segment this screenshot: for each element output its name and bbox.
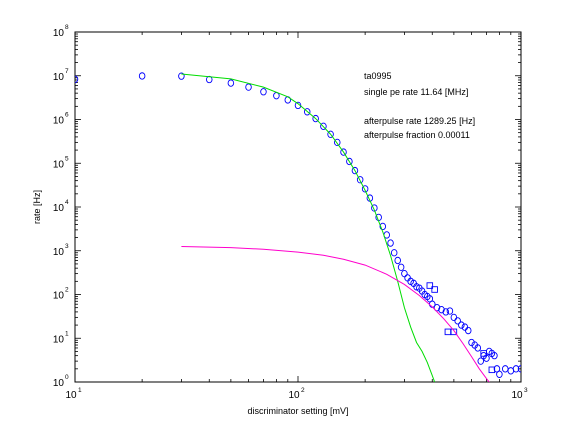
data-point-circle — [75, 75, 79, 83]
y-tick-exponent: 8 — [65, 24, 69, 31]
data-point-circle — [458, 321, 465, 329]
y-tick-exponent: 5 — [65, 155, 69, 162]
data-point-square — [431, 286, 438, 293]
y-tick-label: 10 — [53, 378, 65, 389]
y-tick-exponent: 1 — [65, 330, 69, 337]
annotation-single-pe-rate: single pe rate 11.64 [MHz] — [364, 87, 468, 97]
data-point-circle — [320, 122, 327, 130]
data-point-circle — [138, 72, 146, 80]
annotation-run-id: ta0995 — [364, 71, 392, 81]
fit-curve-line — [181, 246, 490, 382]
data-point-circle — [303, 108, 311, 116]
data-point-circle — [387, 239, 394, 247]
annotation-afterpulse-fraction: afterpulse fraction 0.00011 — [364, 130, 470, 140]
data-point-circle — [397, 263, 405, 271]
y-tick-label: 10 — [53, 334, 65, 345]
y-tick-exponent: 0 — [65, 374, 69, 381]
data-point-circle — [464, 326, 472, 335]
annotation-afterpulse-rate: afterpulse rate 1289.25 [Hz] — [364, 116, 475, 126]
data-point-circle — [477, 357, 485, 365]
data-point-circle — [512, 365, 520, 373]
y-tick-exponent: 7 — [65, 68, 69, 75]
y-tick-label: 10 — [53, 247, 65, 258]
data-point-circle — [433, 304, 441, 312]
data-point-square — [450, 328, 458, 336]
data-point-circle — [260, 88, 267, 96]
data-point-circle — [446, 307, 454, 315]
y-tick-label: 10 — [53, 159, 65, 170]
y-axis-label: rate [Hz] — [32, 190, 42, 224]
data-point-circle — [401, 269, 408, 278]
data-point-circle — [390, 249, 398, 257]
x-tick-label: 10 — [288, 390, 300, 401]
data-point-circle — [496, 370, 503, 378]
data-point-circle — [245, 83, 252, 91]
data-point-circle — [379, 222, 387, 231]
x-tick-label: 10 — [65, 390, 77, 401]
data-point-circle — [442, 308, 450, 316]
data-point-circle — [361, 185, 369, 193]
data-point-square — [488, 366, 496, 374]
data-point-circle — [346, 157, 353, 166]
y-tick-label: 10 — [53, 203, 65, 214]
x-tick-exponent: 3 — [524, 387, 528, 394]
x-axis-label: discriminator setting [mV] — [247, 406, 348, 416]
data-series — [75, 72, 521, 382]
data-point-circle — [327, 130, 334, 138]
x-tick-exponent: 1 — [78, 387, 82, 394]
data-point-circle — [517, 365, 521, 373]
y-tick-label: 10 — [53, 116, 65, 127]
data-point-circle — [474, 344, 482, 352]
y-tick-exponent: 4 — [65, 199, 69, 206]
x-tick-label: 10 — [511, 390, 523, 401]
y-tick-label: 10 — [53, 28, 65, 39]
data-point-circle — [491, 352, 498, 360]
y-tick-label: 10 — [53, 291, 65, 302]
data-point-square — [480, 350, 487, 357]
y-tick-exponent: 2 — [65, 287, 69, 294]
data-point-square — [426, 282, 434, 289]
fit-curve-line — [181, 73, 436, 382]
data-point-circle — [356, 176, 364, 184]
data-point-circle — [227, 79, 235, 87]
data-point-circle — [334, 138, 341, 147]
data-point-circle — [438, 306, 445, 314]
data-point-circle — [454, 317, 461, 325]
data-point-circle — [178, 72, 185, 80]
data-point-circle — [394, 256, 401, 265]
y-tick-label: 10 — [53, 72, 65, 83]
data-point-circle — [340, 148, 347, 156]
y-tick-exponent: 6 — [65, 112, 69, 119]
x-tick-exponent: 2 — [301, 387, 305, 394]
data-point-circle — [351, 166, 359, 175]
x-axis-ticks: 10 1 10 2 10 3 — [65, 32, 528, 401]
plot-area-frame — [74, 31, 522, 383]
data-point-circle — [312, 114, 319, 123]
y-tick-exponent: 3 — [65, 243, 69, 250]
